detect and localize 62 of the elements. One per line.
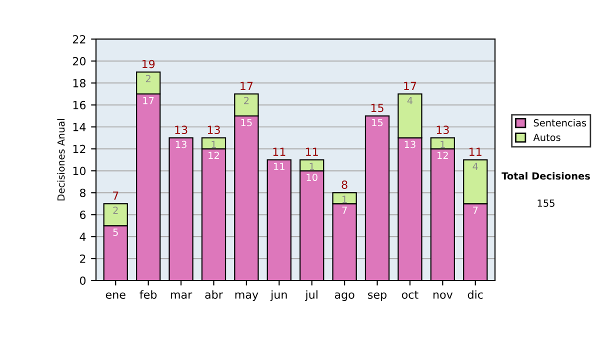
y-tick-label: 22 bbox=[72, 35, 86, 44]
x-tick-label: jun bbox=[270, 290, 287, 301]
total-label: 11 bbox=[470, 148, 482, 156]
data-label: 2 bbox=[146, 74, 150, 82]
y-tick-label: 0 bbox=[80, 276, 86, 285]
total-label: 13 bbox=[436, 126, 449, 134]
x-tick-label: ago bbox=[334, 292, 354, 301]
x-tick-label: mar bbox=[170, 292, 192, 299]
data-label: 1 bbox=[440, 140, 445, 148]
x-tick-label: nov bbox=[433, 292, 453, 299]
total-label: 8 bbox=[342, 180, 348, 189]
y-tick-label: 12 bbox=[73, 144, 86, 154]
total-label: 15 bbox=[371, 104, 384, 112]
total-label: 13 bbox=[208, 126, 220, 134]
data-label: 2 bbox=[113, 206, 118, 214]
data-label: 17 bbox=[143, 97, 154, 104]
total-label: 11 bbox=[306, 148, 318, 156]
x-tick-label: sep bbox=[368, 292, 386, 301]
x-tick-label: may bbox=[235, 292, 258, 301]
data-label: 13 bbox=[404, 140, 416, 148]
data-label: 12 bbox=[208, 152, 219, 159]
total-label: 7 bbox=[113, 192, 118, 200]
data-label: 4 bbox=[472, 162, 478, 170]
data-label: 1 bbox=[310, 162, 314, 170]
data-label: 5 bbox=[113, 228, 118, 236]
data-label: 7 bbox=[342, 206, 347, 214]
data-label: 10 bbox=[306, 174, 318, 182]
data-label: 2 bbox=[244, 96, 249, 104]
text: 155 bbox=[538, 200, 554, 207]
x-tick-label: dic bbox=[468, 290, 483, 299]
y-tick-label: 6 bbox=[80, 210, 86, 220]
legend-label: Autos bbox=[533, 134, 560, 142]
y-tick-label: 20 bbox=[72, 57, 86, 66]
data-label: 11 bbox=[274, 162, 284, 170]
total-label: 13 bbox=[175, 126, 188, 134]
y-tick-label: 8 bbox=[80, 188, 86, 198]
y-tick-label: 18 bbox=[73, 78, 86, 88]
y-axis-title: Decisiones Anual bbox=[57, 119, 65, 200]
data-label: 4 bbox=[407, 97, 413, 104]
data-label: 15 bbox=[241, 118, 252, 126]
data-label: 1 bbox=[342, 196, 347, 203]
x-tick-label: jul bbox=[305, 290, 318, 301]
data-label: 12 bbox=[438, 152, 448, 159]
total-label: 17 bbox=[404, 82, 416, 90]
total-label: 19 bbox=[142, 60, 155, 68]
y-tick-label: 2 bbox=[80, 254, 86, 263]
y-tick-label: 10 bbox=[73, 166, 86, 176]
total-label: 11 bbox=[273, 148, 286, 156]
data-label: 15 bbox=[372, 118, 383, 126]
text: Total Decisiones bbox=[502, 172, 590, 180]
y-tick-label: 4 bbox=[80, 232, 86, 241]
y-tick-label: 14 bbox=[73, 123, 86, 132]
total-label: 17 bbox=[240, 82, 253, 90]
data-label: 1 bbox=[212, 140, 216, 148]
x-tick-label: oct bbox=[402, 290, 418, 299]
y-tick-label: 16 bbox=[73, 100, 86, 110]
x-tick-label: ene bbox=[106, 292, 126, 299]
data-label: 7 bbox=[473, 206, 478, 214]
data-label: 13 bbox=[176, 140, 186, 148]
legend-label: Sentencias bbox=[534, 118, 586, 127]
x-tick-label: feb bbox=[140, 290, 157, 299]
x-tick-label: abr bbox=[205, 290, 223, 299]
